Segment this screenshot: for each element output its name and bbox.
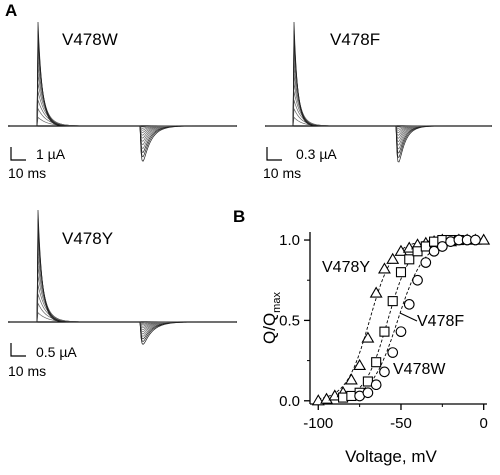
x-tick-label: -50 xyxy=(390,415,412,432)
current-traces xyxy=(266,21,491,163)
x-tick-label: -100 xyxy=(303,415,333,432)
scale-current-label: 0.3 µA xyxy=(296,146,337,162)
data-point-square xyxy=(379,326,390,337)
y-tick-label: 1.0 xyxy=(279,232,300,249)
data-point-triangle xyxy=(328,389,342,401)
scale-bar xyxy=(10,147,26,161)
scale-bar xyxy=(266,147,282,161)
current-trace xyxy=(10,265,236,331)
current-trace xyxy=(10,275,236,329)
current-trace xyxy=(10,219,236,343)
current-trace xyxy=(266,21,491,163)
data-point-circle xyxy=(420,257,432,268)
data-point-circle xyxy=(428,245,440,257)
data-point-triangle xyxy=(394,244,408,256)
scale-current-label: 0.5 µA xyxy=(36,344,77,360)
panel-letter-a: A xyxy=(5,1,17,20)
data-point-square xyxy=(412,246,423,257)
data-point-triangle xyxy=(369,286,383,298)
scale-time-label: 10 ms xyxy=(8,165,46,181)
data-point-circle xyxy=(370,379,382,391)
mutant-label: V478W xyxy=(62,30,118,49)
series-label-v478w: V478W xyxy=(393,361,446,378)
scale-time-label: 10 ms xyxy=(263,165,301,181)
current-trace xyxy=(266,82,491,136)
scale-current-label: 1 µA xyxy=(36,146,66,162)
chart-axes: -100 -50 0 0.0 0.5 1.0 xyxy=(279,232,488,432)
y-axis-label-sub: max xyxy=(271,292,283,313)
scale-time-label: 10 ms xyxy=(8,363,46,379)
data-point-square xyxy=(387,296,398,307)
data-point-square xyxy=(420,241,431,252)
data-point-circle xyxy=(395,326,407,338)
x-tick-label: 0 xyxy=(480,415,488,432)
fit-curve-v478f xyxy=(342,239,459,398)
current-trace xyxy=(10,209,236,345)
data-point-circle xyxy=(470,234,481,246)
current-trace xyxy=(266,39,491,154)
series-label-v478y: V478Y xyxy=(322,259,370,276)
y-axis-label-main: Q/Q xyxy=(260,313,279,344)
trace-panel-v478w: V478W 1 µA 10 ms xyxy=(8,21,237,181)
data-point-triangle xyxy=(361,331,375,343)
data-point-square xyxy=(395,267,407,278)
trace-panel-v478y: V478Y 0.5 µA 10 ms xyxy=(8,209,237,379)
current-trace xyxy=(10,39,236,153)
label-leader-line xyxy=(399,312,418,322)
data-point-circle xyxy=(436,241,448,252)
data-point-square xyxy=(429,236,440,247)
qv-chart: -100 -50 0 0.0 0.5 1.0 Voltage, mV Q/Qmax V47… xyxy=(260,232,491,466)
current-trace xyxy=(10,21,236,162)
data-point-square xyxy=(338,392,349,403)
y-tick-label: 0.0 xyxy=(279,393,300,410)
current-trace xyxy=(10,311,236,323)
y-axis-label: Q/Qmax xyxy=(260,292,283,344)
mutant-label: V478Y xyxy=(62,229,113,248)
data-point-circle xyxy=(379,366,390,378)
data-point-circle xyxy=(387,347,399,358)
panel-letter-b: B xyxy=(233,207,245,226)
current-trace xyxy=(10,301,236,324)
data-points xyxy=(311,233,491,406)
current-traces xyxy=(10,209,236,345)
current-trace xyxy=(266,30,491,158)
mutant-label: V478F xyxy=(330,30,380,49)
data-point-circle xyxy=(362,387,374,399)
series-label-v478f: V478F xyxy=(417,313,464,330)
x-axis-label: Voltage, mV xyxy=(345,447,437,466)
data-point-square xyxy=(371,357,382,368)
data-point-square xyxy=(404,254,415,265)
data-point-circle xyxy=(412,274,423,286)
data-point-triangle xyxy=(377,262,391,274)
data-point-triangle xyxy=(386,252,400,264)
data-point-circle xyxy=(403,298,415,310)
scale-bar xyxy=(10,343,26,357)
data-point-triangle xyxy=(344,373,358,385)
y-tick-label: 0.5 xyxy=(279,312,300,329)
current-traces xyxy=(10,21,236,162)
data-point-triangle xyxy=(402,241,416,253)
current-trace xyxy=(266,47,491,150)
data-point-triangle xyxy=(477,233,491,245)
data-point-triangle xyxy=(353,358,367,370)
trace-panel-v478f: V478F 0.3 µA 10 ms xyxy=(263,21,492,181)
current-trace xyxy=(10,30,236,158)
data-point-triangle xyxy=(320,392,333,404)
